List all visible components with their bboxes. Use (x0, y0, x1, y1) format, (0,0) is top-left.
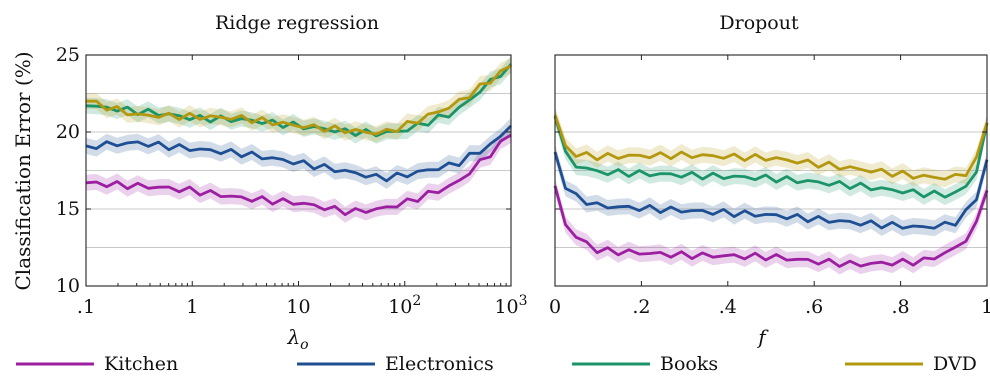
series-band-kitchen (86, 127, 511, 223)
series-band-electronics (86, 117, 511, 189)
x-tick-label: 1 (186, 296, 198, 318)
legend-label-electronics: Electronics (385, 353, 494, 375)
dropout-panel: Dropout 0 .2 .4 .6 .8 1 f (549, 12, 990, 349)
x-tick-label: 103 (494, 293, 527, 318)
series-line-dvd (553, 114, 989, 181)
ridge-x-axis-title: λo (286, 325, 308, 353)
series-band-books (86, 56, 511, 144)
x-tick-label: .6 (805, 296, 823, 318)
x-tick-label: .4 (719, 296, 737, 318)
x-tick-label: .8 (892, 296, 910, 318)
series-line-dvd (85, 64, 512, 136)
series-line-electronics (553, 151, 989, 230)
series-band-dvd (555, 107, 987, 188)
ridge-regression-panel: Ridge regression Classification Error (%… (11, 12, 528, 353)
y-tick-label: 10 (56, 275, 80, 297)
series-band-dvd (86, 57, 511, 143)
x-tick-label: 102 (388, 293, 421, 318)
dropout-panel-title: Dropout (719, 12, 799, 34)
x-tick-label: 0 (549, 296, 561, 318)
ridge-panel-title: Ridge regression (215, 12, 379, 34)
y-tick-label: 25 (56, 44, 80, 66)
legend-label-books: Books (660, 353, 718, 375)
series-line-electronics (85, 124, 512, 183)
series-band-books (555, 108, 987, 206)
y-tick-label: 15 (56, 198, 80, 220)
series-band-kitchen (555, 177, 987, 275)
dropout-plot-frame (554, 54, 988, 287)
x-tick-label: 1 (981, 296, 990, 318)
y-tick-label: 20 (56, 121, 80, 143)
series-line-kitchen (85, 133, 512, 217)
series-band-electronics (555, 144, 987, 237)
x-tick-label: 10 (286, 296, 310, 318)
x-tick-label: .2 (632, 296, 650, 318)
legend-label-kitchen: Kitchen (104, 353, 178, 375)
dropout-x-axis-title: f (756, 325, 769, 349)
x-tick-label: .1 (77, 296, 95, 318)
legend-label-dvd: DVD (933, 353, 977, 375)
legend: Kitchen Electronics Books DVD (16, 353, 977, 375)
series-line-books (553, 116, 989, 199)
y-axis-title: Classification Error (%) (11, 51, 35, 290)
series-line-kitchen (553, 185, 989, 268)
